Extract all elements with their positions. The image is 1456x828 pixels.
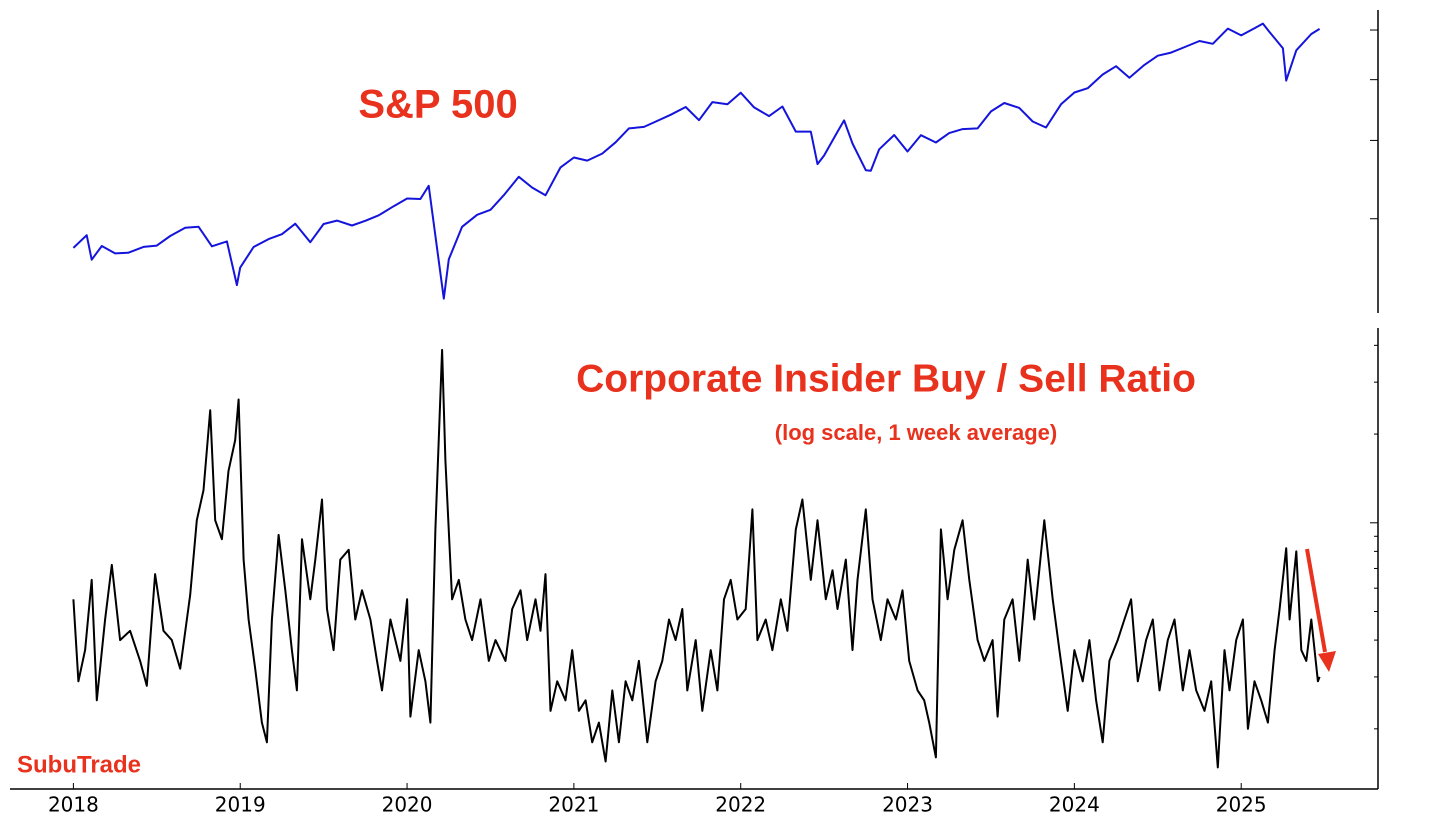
x-tick-label: 2020 <box>382 793 433 817</box>
top-title: S&P 500 <box>358 83 517 127</box>
watermark: SubuTrade <box>17 751 141 778</box>
x-tick-label: 2023 <box>882 793 933 817</box>
bottom-title: Corporate Insider Buy / Sell Ratio <box>576 357 1196 400</box>
x-tick-label: 2018 <box>48 793 99 817</box>
series-line <box>72 348 1321 769</box>
bottom-subtitle: (log scale, 1 week average) <box>775 420 1058 445</box>
arrow <box>1305 548 1336 672</box>
x-tick-label: 2022 <box>715 793 766 817</box>
series-line <box>72 22 1321 300</box>
x-tick-label: 2019 <box>215 793 266 817</box>
x-tick-label: 2021 <box>548 793 599 817</box>
x-tick-label: 2025 <box>1216 793 1267 817</box>
x-tick-label: 2024 <box>1049 793 1100 817</box>
